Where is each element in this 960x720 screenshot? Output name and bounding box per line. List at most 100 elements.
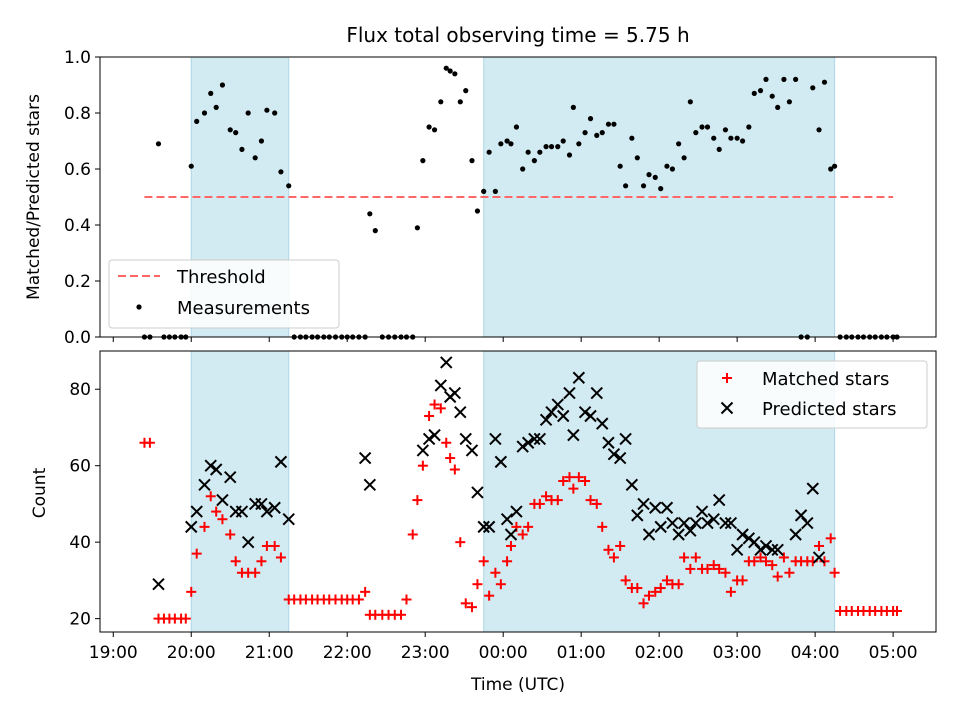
measurement-point (264, 107, 270, 113)
measurement-point (548, 144, 555, 150)
predicted-star-point (282, 513, 295, 526)
predicted-star-point (521, 436, 535, 449)
measurement-point (728, 135, 734, 141)
predicted-star-point (712, 493, 726, 507)
measurement-point (367, 211, 373, 217)
matched-star-point (534, 498, 545, 509)
measurement-point (699, 124, 705, 130)
matched-star-point (455, 537, 466, 548)
measurement-point (634, 155, 640, 161)
top-y-axis-label: Matched/Predicted stars (24, 94, 44, 300)
bottom-y-tick-label: 60 (69, 457, 91, 477)
predicted-star-point (689, 516, 703, 530)
measurement-point (582, 130, 588, 136)
matched-star-point (603, 544, 614, 555)
measurement-point (272, 110, 278, 116)
measurement-point (560, 138, 566, 144)
measurement-point (537, 149, 543, 155)
measurement-point (611, 121, 617, 127)
matched-star-point (608, 552, 619, 563)
x-tick-label: 20:00 (167, 643, 216, 663)
matched-star-point (407, 529, 418, 540)
legend-predicted-swatch (720, 401, 734, 415)
predicted-star-point (255, 497, 268, 511)
predicted-star-point (510, 505, 523, 518)
measurement-point (492, 188, 498, 194)
x-tick-label: 19:00 (89, 643, 138, 663)
x-tick-label: 00:00 (479, 643, 528, 663)
predicted-star-point (416, 444, 430, 457)
predicted-star-point (812, 551, 826, 564)
matched-star-point (144, 437, 155, 448)
matched-star-point (429, 399, 440, 410)
measurement-point (531, 158, 537, 164)
matched-star-point (558, 475, 569, 486)
matched-star-point (749, 556, 760, 567)
bottom-legend-box (696, 360, 928, 429)
matched-star-point (552, 495, 563, 506)
measurement-point (278, 169, 284, 175)
legend-matched-swatch (722, 373, 732, 383)
predicted-star-point (766, 543, 779, 557)
measurement-point (711, 135, 717, 141)
predicted-star-point (642, 528, 656, 541)
predicted-star-point (504, 528, 518, 541)
measurement-point (775, 104, 781, 110)
measurement-point (438, 99, 444, 105)
matched-star-point (256, 556, 267, 567)
predicted-star-point (448, 386, 462, 400)
matched-star-point (441, 437, 452, 448)
top-plot-frame (99, 56, 937, 338)
predicted-star-point (528, 432, 541, 446)
predicted-star-point (235, 505, 249, 518)
x-tick-label: 23:00 (401, 643, 450, 663)
measurement-point (832, 163, 838, 169)
measurement-point (821, 79, 828, 85)
predicted-star-point (204, 459, 217, 472)
matched-star-point (632, 583, 643, 594)
measurement-point (520, 166, 526, 172)
matched-star-point (191, 548, 202, 559)
measurement-point (576, 141, 582, 147)
matched-star-point (269, 540, 280, 551)
legend-predicted-label: Predicted stars (762, 399, 896, 420)
measurement-point (816, 127, 822, 133)
measurement-point (566, 152, 573, 158)
matched-star-point (685, 563, 696, 574)
measurement-point (640, 183, 647, 189)
measurement-point (469, 158, 475, 164)
measurement-point (414, 225, 420, 231)
predicted-star-point (649, 501, 662, 514)
measurement-point (599, 130, 605, 136)
measurement-point (629, 135, 635, 141)
top-y-tick-label: 0.4 (64, 216, 91, 236)
top-y-tick-label: 0.6 (64, 160, 91, 180)
x-tick-label: 04:00 (791, 643, 840, 663)
measurement-point (751, 90, 757, 96)
predicted-star-point (672, 528, 685, 541)
predicted-star-point (754, 543, 767, 557)
x-tick-label: 22:00 (323, 643, 372, 663)
matched-star-point (466, 602, 477, 613)
matched-star-point (396, 609, 407, 620)
x-tick-label: 03:00 (713, 643, 762, 663)
matched-star-point (424, 410, 435, 421)
x-tick-label: 02:00 (635, 643, 684, 663)
predicted-star-point (701, 516, 714, 530)
bottom-shaded-region (190, 350, 290, 633)
matched-star-point (186, 586, 197, 597)
measurement-point (605, 121, 612, 127)
predicted-star-point (584, 409, 597, 423)
measurement-point (258, 138, 265, 144)
matched-star-point (591, 498, 602, 509)
matched-star-point (673, 579, 684, 590)
predicted-star-point (719, 516, 732, 530)
matched-star-point (412, 495, 423, 506)
matched-star-point (523, 521, 534, 532)
matched-star-point (505, 540, 516, 551)
measurement-point (587, 116, 594, 122)
matched-star-point (275, 552, 286, 563)
x-tick-label: 01:00 (557, 643, 606, 663)
measurement-point (763, 76, 769, 82)
